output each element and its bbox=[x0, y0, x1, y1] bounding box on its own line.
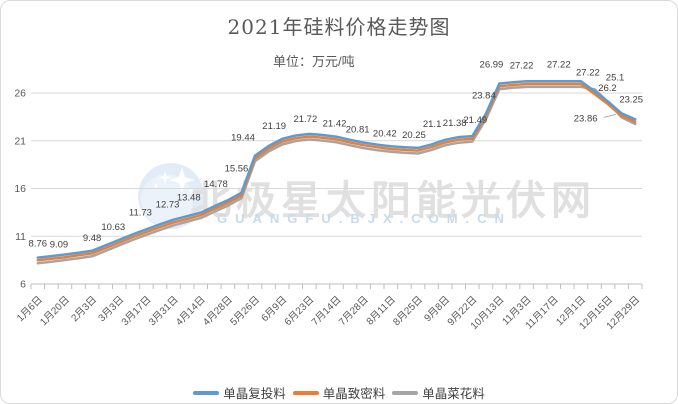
svg-text:12.73: 12.73 bbox=[156, 200, 180, 211]
svg-text:9.09: 9.09 bbox=[50, 239, 69, 250]
svg-text:21.42: 21.42 bbox=[323, 119, 347, 130]
chart-title: 2021年硅料价格走势图 bbox=[227, 15, 451, 39]
legend-item: 单晶菜花料 bbox=[392, 383, 485, 402]
legend-swatch-line bbox=[392, 390, 419, 395]
legend-swatch-line bbox=[193, 390, 220, 395]
svg-text:11: 11 bbox=[15, 231, 26, 243]
svg-text:21.1: 21.1 bbox=[423, 119, 442, 130]
x-axis-labels: 1月6日1月20日2月3日3月3日3月17日3月31日4月14日4月28日5月2… bbox=[14, 294, 642, 332]
y-axis-labels: 6 11 16 21 26 bbox=[14, 88, 26, 291]
svg-text:9.48: 9.48 bbox=[83, 233, 102, 244]
series-line bbox=[36, 80, 637, 259]
gridlines bbox=[31, 92, 642, 285]
svg-text:26: 26 bbox=[14, 88, 26, 100]
legend-item: 单晶致密料 bbox=[292, 383, 386, 402]
svg-text:27.22: 27.22 bbox=[547, 59, 571, 70]
x-axis-tick-marks bbox=[30, 284, 643, 289]
chart-unit-label: 单位：万元/吨 bbox=[273, 54, 355, 69]
svg-text:10.63: 10.63 bbox=[101, 222, 125, 233]
svg-text:20.81: 20.81 bbox=[346, 125, 370, 136]
svg-text:21.19: 21.19 bbox=[262, 121, 286, 132]
svg-text:21.49: 21.49 bbox=[463, 115, 487, 126]
svg-text:20.25: 20.25 bbox=[402, 130, 426, 141]
legend-swatch-line bbox=[292, 390, 319, 395]
svg-text:19.44: 19.44 bbox=[231, 133, 255, 144]
svg-text:23.25: 23.25 bbox=[619, 94, 643, 105]
svg-text:8.76: 8.76 bbox=[29, 239, 48, 250]
svg-text:1月20日: 1月20日 bbox=[38, 294, 72, 328]
svg-text:23.84: 23.84 bbox=[472, 91, 496, 102]
svg-text:26.2: 26.2 bbox=[598, 83, 617, 94]
series-line bbox=[36, 82, 637, 262]
svg-text:26.99: 26.99 bbox=[480, 60, 504, 71]
svg-text:27.22: 27.22 bbox=[576, 67, 600, 78]
svg-text:20.42: 20.42 bbox=[373, 128, 397, 139]
svg-text:21.72: 21.72 bbox=[293, 114, 317, 125]
svg-text:21: 21 bbox=[14, 135, 26, 147]
legend-label: 单晶致密料 bbox=[322, 387, 386, 401]
legend-label: 单晶菜花料 bbox=[422, 387, 485, 401]
svg-text:2月3日: 2月3日 bbox=[69, 294, 99, 324]
series-lines bbox=[36, 80, 637, 265]
svg-text:15.56: 15.56 bbox=[225, 164, 249, 175]
svg-text:6: 6 bbox=[20, 279, 26, 291]
svg-text:5月26日: 5月26日 bbox=[228, 294, 262, 328]
chart-legend: 单晶复投料 单晶致密料 单晶菜花料 bbox=[1, 383, 677, 402]
series-line bbox=[36, 85, 637, 265]
svg-text:21.38: 21.38 bbox=[443, 118, 467, 129]
svg-text:11.73: 11.73 bbox=[129, 207, 152, 218]
svg-text:13.48: 13.48 bbox=[177, 193, 201, 204]
svg-text:14.78: 14.78 bbox=[204, 179, 228, 190]
svg-text:7月28日: 7月28日 bbox=[336, 294, 370, 328]
legend-label: 单晶复投料 bbox=[223, 387, 286, 401]
svg-text:23.86: 23.86 bbox=[574, 113, 598, 124]
svg-text:25.1: 25.1 bbox=[606, 73, 625, 84]
svg-text:8月25日: 8月25日 bbox=[391, 294, 425, 328]
legend-item: 单晶复投料 bbox=[193, 383, 286, 402]
svg-text:16: 16 bbox=[14, 183, 26, 195]
svg-text:27.22: 27.22 bbox=[510, 60, 534, 71]
